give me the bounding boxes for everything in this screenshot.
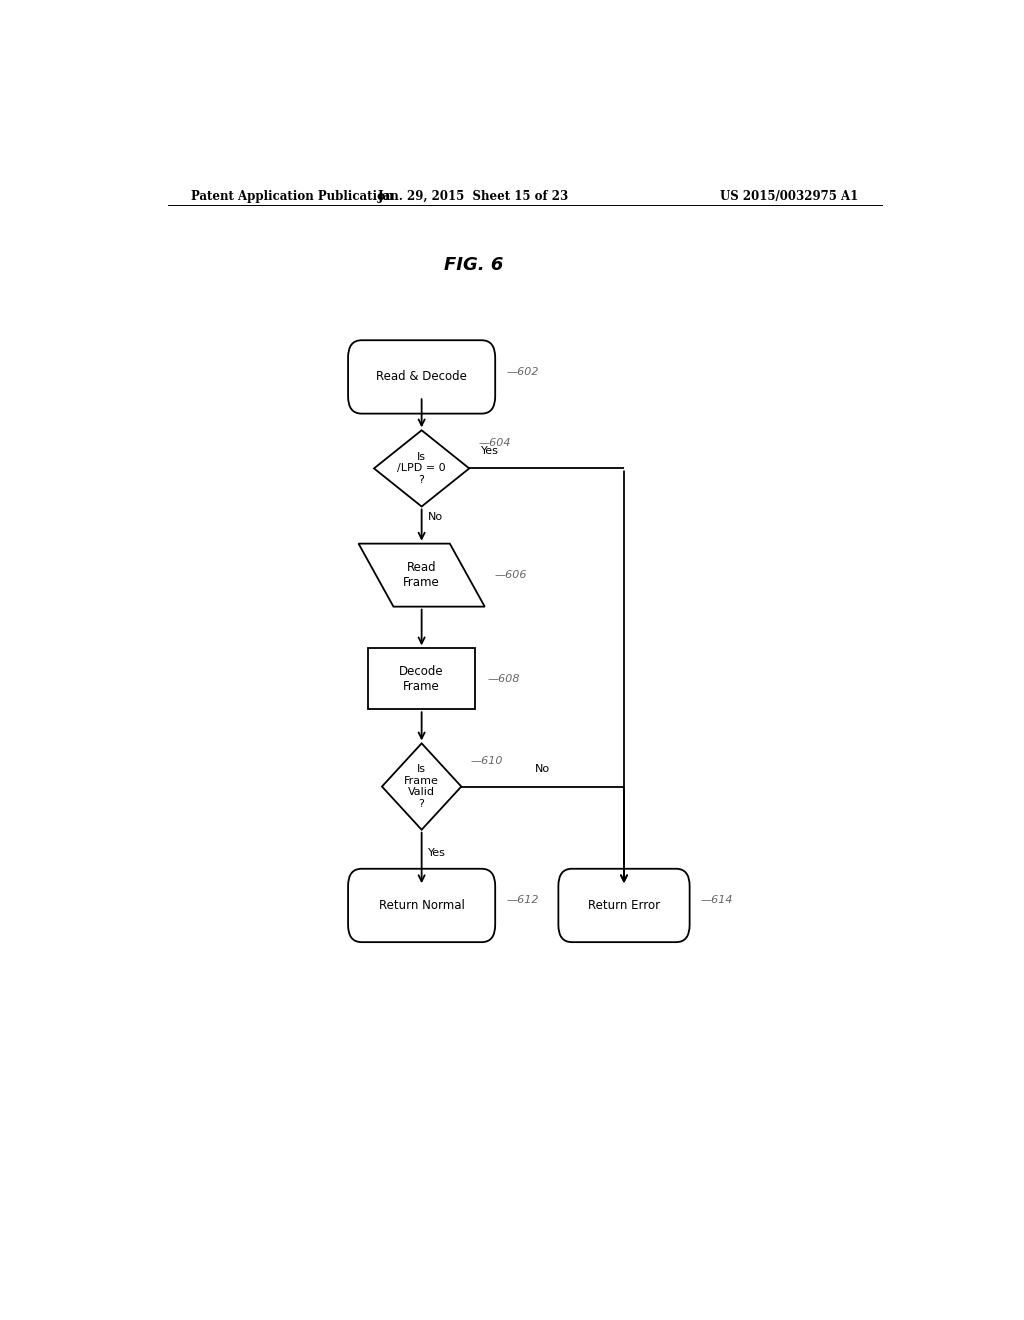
Text: Is
Frame
Valid
?: Is Frame Valid ? xyxy=(404,764,439,809)
Text: US 2015/0032975 A1: US 2015/0032975 A1 xyxy=(720,190,858,202)
Text: Yes: Yes xyxy=(428,847,445,858)
Text: Jan. 29, 2015  Sheet 15 of 23: Jan. 29, 2015 Sheet 15 of 23 xyxy=(378,190,569,202)
Text: Patent Application Publication: Patent Application Publication xyxy=(191,190,394,202)
Text: —606: —606 xyxy=(495,570,526,579)
Text: Read & Decode: Read & Decode xyxy=(376,371,467,383)
Text: —610: —610 xyxy=(471,756,504,766)
Bar xyxy=(368,648,475,709)
Polygon shape xyxy=(358,544,484,607)
Text: No: No xyxy=(536,764,550,775)
Text: —614: —614 xyxy=(700,895,733,906)
Text: —604: —604 xyxy=(479,438,511,447)
Text: —612: —612 xyxy=(506,895,539,906)
Text: Is
/LPD = 0
?: Is /LPD = 0 ? xyxy=(397,451,445,484)
FancyBboxPatch shape xyxy=(348,869,496,942)
FancyBboxPatch shape xyxy=(348,341,496,413)
Polygon shape xyxy=(382,743,461,830)
Polygon shape xyxy=(374,430,469,507)
Text: FIG. 6: FIG. 6 xyxy=(443,256,503,275)
Text: Yes: Yes xyxy=(481,446,499,457)
FancyBboxPatch shape xyxy=(558,869,689,942)
Text: Return Error: Return Error xyxy=(588,899,660,912)
Text: No: No xyxy=(428,512,443,521)
Text: —608: —608 xyxy=(487,673,519,684)
Text: Decode
Frame: Decode Frame xyxy=(399,665,444,693)
Text: Return Normal: Return Normal xyxy=(379,899,465,912)
Text: —602: —602 xyxy=(506,367,539,376)
Text: Read
Frame: Read Frame xyxy=(403,561,440,589)
